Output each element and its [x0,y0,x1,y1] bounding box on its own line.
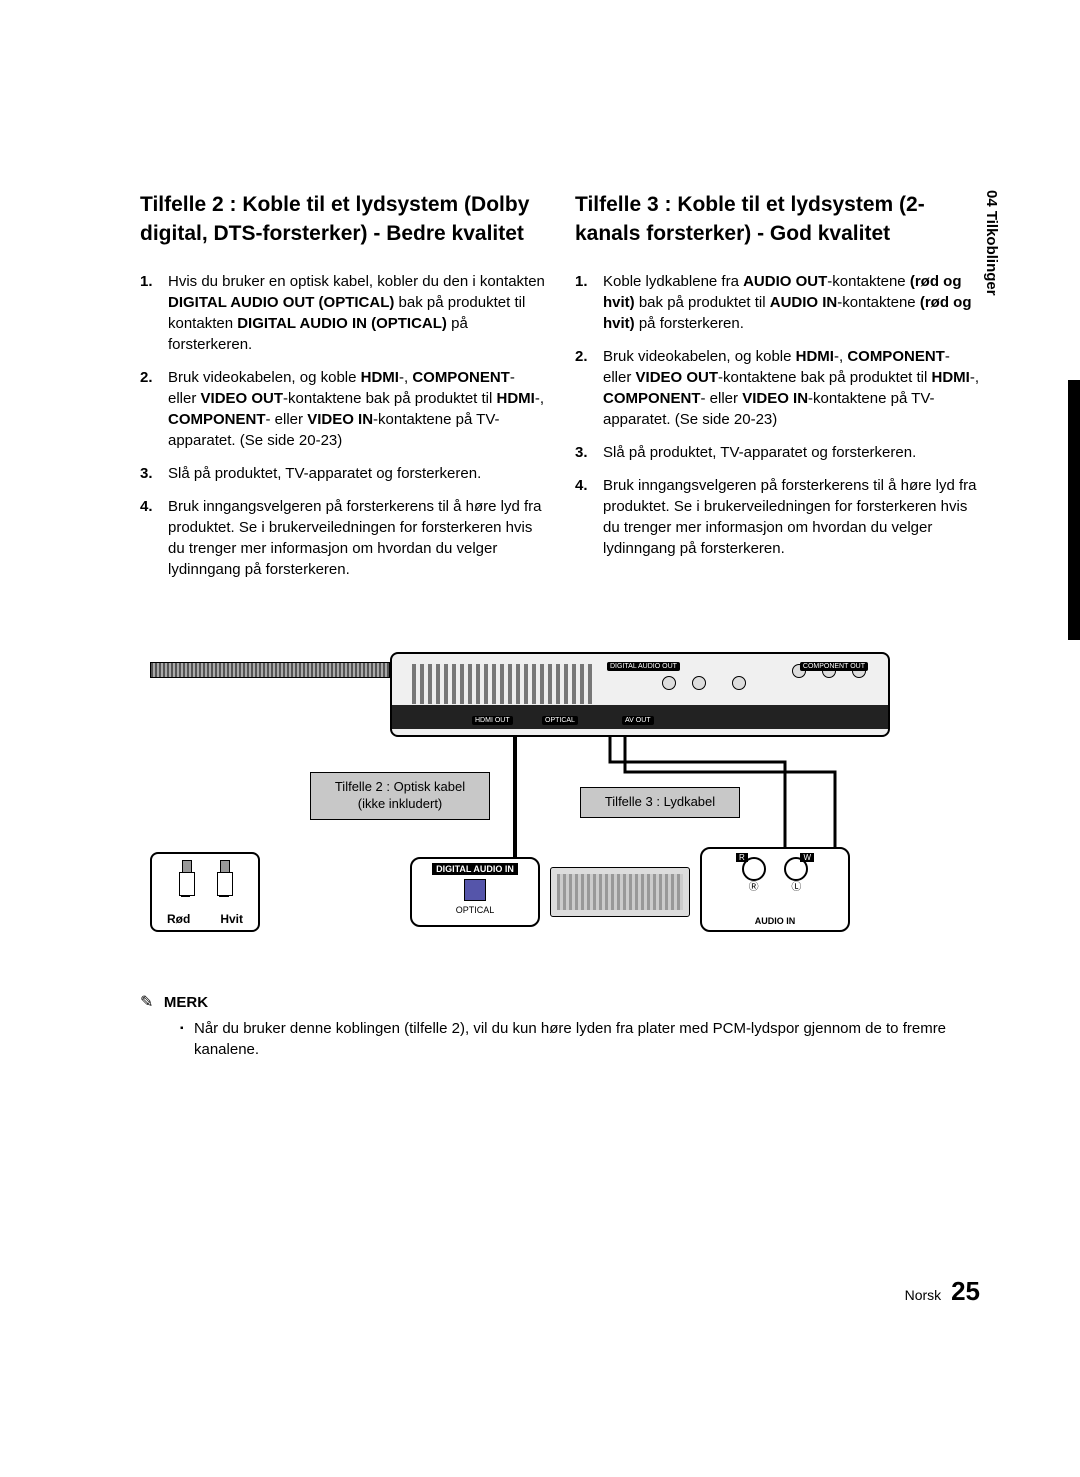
note-section: ✎ MERK Når du bruker denne koblingen (ti… [140,992,980,1060]
step: Bruk inngangsvelgeren på forsterkerens t… [140,496,545,580]
jack-r [742,857,766,881]
optical-sub: OPTICAL [412,905,538,915]
step: Bruk videokabelen, og koble HDMI-, COMPO… [575,346,980,430]
note-icon: ✎ [140,994,153,1011]
label-component-out: COMPONENT OUT [800,662,868,671]
note-title: MERK [164,994,208,1011]
footer-lang: Norsk [905,1287,942,1303]
receiver-audioin-box: R W AUDIO IN [700,847,850,932]
callout-line2: (ikke inkludert) [321,796,479,813]
note-body: Når du bruker denne koblingen (tilfelle … [180,1018,980,1060]
step: Slå på produktet, TV-apparatet og forste… [140,463,545,484]
player-side-view [150,662,390,678]
connection-diagram: DIGITAL AUDIO OUT COMPONENT OUT HDMI OUT… [140,632,980,952]
callout-optical-cable: Tilfelle 2 : Optisk kabel (ikke inkluder… [310,772,490,820]
heading-case2: Tilfelle 2 : Koble til et lydsystem (Dol… [140,190,545,249]
step: Bruk inngangsvelgeren på forsterkerens t… [575,475,980,559]
page-footer: Norsk 25 [905,1276,980,1307]
step: Koble lydkablene fra AUDIO OUT-kontakten… [575,271,980,334]
plug-white: W [217,860,231,900]
steps-case3: Koble lydkablene fra AUDIO OUT-kontakten… [575,271,980,559]
column-case2: Tilfelle 2 : Koble til et lydsystem (Dol… [140,190,545,592]
label-avout: AV OUT [622,716,654,725]
optical-port-icon [464,879,486,901]
column-case3: Tilfelle 3 : Koble til et lydsystem (2-k… [575,190,980,592]
callout-line1: Tilfelle 2 : Optisk kabel [321,779,479,796]
optical-title: DIGITAL AUDIO IN [432,863,518,875]
label-optical: OPTICAL [542,716,578,725]
audioin-label: AUDIO IN [702,916,848,926]
port-audio-l [692,676,706,690]
step: Slå på produktet, TV-apparatet og forste… [575,442,980,463]
side-tab-label: 04 Tilkoblinger [983,190,1000,296]
rca-plug-legend: R W Rød Hvit [150,852,260,932]
receiver-front-icon [550,867,690,917]
step: Hvis du bruker en optisk kabel, kobler d… [140,271,545,355]
rear-panel: DIGITAL AUDIO OUT COMPONENT OUT HDMI OUT… [390,652,890,737]
plug-red: R [179,860,193,900]
label-digital-audio-out: DIGITAL AUDIO OUT [607,662,680,671]
rca-white-label: Hvit [220,912,243,926]
label-hdmi-out: HDMI OUT [472,716,513,725]
port-audio-r [662,676,676,690]
heading-case3: Tilfelle 3 : Koble til et lydsystem (2-k… [575,190,980,249]
callout-audio-cable: Tilfelle 3 : Lydkabel [580,787,740,818]
receiver-optical-box: DIGITAL AUDIO IN OPTICAL [410,857,540,927]
step: Bruk videokabelen, og koble HDMI-, COMPO… [140,367,545,451]
side-black-marker [1068,380,1080,640]
vent-grille [412,664,592,704]
port-video [732,676,746,690]
jack-l [784,857,808,881]
rca-red-label: Rød [167,912,190,926]
bottom-port-strip: HDMI OUT OPTICAL AV OUT [392,705,888,729]
footer-page-number: 25 [951,1276,980,1306]
steps-case2: Hvis du bruker en optisk kabel, kobler d… [140,271,545,580]
